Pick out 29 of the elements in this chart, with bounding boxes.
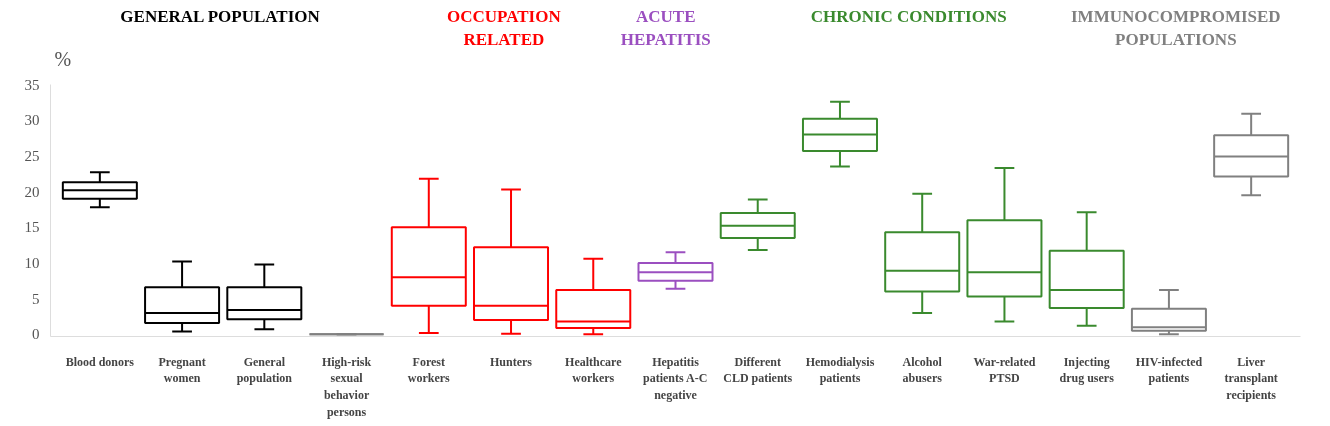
text: OCCUPATION RELATED xyxy=(447,6,562,50)
x-tick-label: HIV-infected patients xyxy=(1135,354,1203,386)
x-tick-label: Different CLD patients xyxy=(723,354,793,386)
y-tick-label: 35 xyxy=(24,76,40,93)
x-tick-label: Hunters xyxy=(490,354,533,369)
x-tick-label: Pregnant women xyxy=(158,354,206,386)
x-tick-label: Hemodialysis patients xyxy=(805,354,875,386)
x-tick-label: War-related PTSD xyxy=(973,354,1036,386)
text: GENERAL POPULATION xyxy=(120,6,321,26)
y-tick-label: 0 xyxy=(32,326,40,343)
y-tick-label: 10 xyxy=(24,254,40,271)
y-tick-label: 30 xyxy=(24,112,40,129)
x-tick-label: General population xyxy=(236,354,293,386)
y-tick-label: 25 xyxy=(24,147,40,164)
x-tick-label: High-risk sexual behavior persons xyxy=(321,354,372,419)
x-tick-label: Alcohol abusers xyxy=(902,354,943,386)
x-tick-label: Liver transplant recipients xyxy=(1224,354,1278,403)
x-tick-label: Blood donors xyxy=(65,354,135,369)
y-tick-label: 5 xyxy=(32,290,40,307)
y-tick-label: 15 xyxy=(24,219,40,236)
text: ACUTE HEPATITIS xyxy=(620,6,711,50)
x-tick-label: Injecting drug users xyxy=(1059,354,1115,386)
text: CHRONIC CONDITIONS xyxy=(810,6,1007,26)
y-tick-label: 20 xyxy=(24,183,40,200)
x-tick-label: Healthcare workers xyxy=(565,354,623,386)
x-tick-label: Forest workers xyxy=(407,354,451,386)
text: IMMUNOCOMPROMISED POPULATIONS xyxy=(1071,6,1281,50)
x-tick-label: Hepatitis patients A-C negative xyxy=(643,354,708,403)
y-axis-title: % xyxy=(54,48,72,71)
